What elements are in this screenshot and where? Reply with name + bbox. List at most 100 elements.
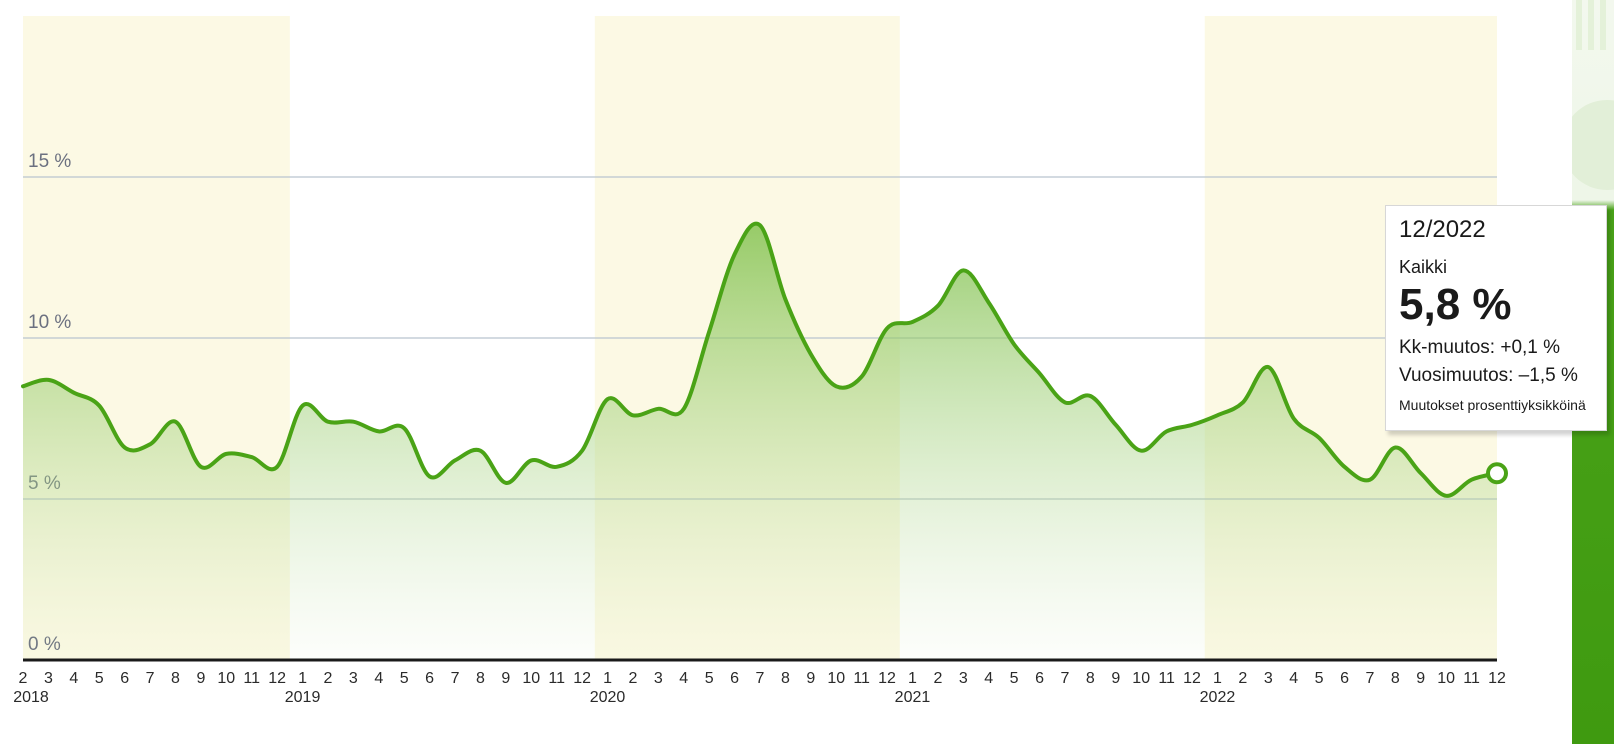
year-label: 2022: [1200, 689, 1236, 706]
data-point-2020-02[interactable]: [630, 412, 636, 418]
x-tick-label: 7: [451, 670, 460, 687]
data-point-2021-09[interactable]: [1113, 422, 1119, 428]
data-point-2020-01[interactable]: [605, 396, 611, 402]
x-tick-label: 8: [476, 670, 485, 687]
x-tick-label: 3: [44, 670, 53, 687]
x-tick-label: 8: [781, 670, 790, 687]
chart-tooltip: 12/2022 Kaikki 5,8 % Kk-muutos: +0,1 % V…: [1385, 205, 1607, 431]
data-point-2021-11[interactable]: [1164, 428, 1170, 434]
data-point-2019-06[interactable]: [427, 473, 433, 479]
data-point-2019-02[interactable]: [325, 419, 331, 425]
x-tick-label: 6: [1340, 670, 1349, 687]
data-point-2022-10[interactable]: [1443, 493, 1449, 499]
x-tick-label: 5: [705, 670, 714, 687]
data-point-2018-12[interactable]: [274, 464, 280, 470]
data-point-2019-11[interactable]: [554, 464, 560, 470]
x-tick-label: 2: [628, 670, 637, 687]
data-point-2020-06[interactable]: [732, 251, 738, 257]
tooltip-series-name: Kaikki: [1399, 257, 1448, 277]
inflation-chart: 0 %5 %10 %15 % 2345678910111212345678910…: [13, 16, 1508, 706]
data-point-2022-05[interactable]: [1316, 435, 1322, 441]
data-point-2019-12[interactable]: [579, 448, 585, 454]
data-point-2018-04[interactable]: [71, 390, 77, 396]
x-tick-label: 2: [1238, 670, 1247, 687]
data-point-2020-12[interactable]: [884, 325, 890, 331]
data-point-2020-03[interactable]: [655, 406, 661, 412]
panel-decoration: [1576, 0, 1582, 50]
data-point-2019-07[interactable]: [452, 457, 458, 463]
data-point-2022-07[interactable]: [1367, 477, 1373, 483]
x-tick-label: 9: [806, 670, 815, 687]
data-point-2019-04[interactable]: [376, 428, 382, 434]
data-point-2021-03[interactable]: [960, 267, 966, 273]
data-point-2019-03[interactable]: [350, 419, 356, 425]
data-point-2021-08[interactable]: [1087, 393, 1093, 399]
x-tick-label: 11: [1463, 670, 1480, 687]
data-point-2019-08[interactable]: [477, 448, 483, 454]
x-tick-label: 1: [298, 670, 307, 687]
data-point-2018-02[interactable]: [20, 383, 26, 389]
data-point-2021-04[interactable]: [986, 300, 992, 306]
data-point-2022-02[interactable]: [1240, 399, 1246, 405]
x-axis-year-labels: 2018 2019 2020 2021 2022: [13, 689, 1235, 706]
data-point-2021-07[interactable]: [1062, 399, 1068, 405]
x-tick-label: 12: [1183, 670, 1201, 687]
data-point-2020-08[interactable]: [782, 296, 788, 302]
data-point-2021-01[interactable]: [909, 319, 915, 325]
x-tick-label: 2: [933, 670, 942, 687]
data-point-2022-01[interactable]: [1214, 412, 1220, 418]
x-tick-label: 6: [425, 670, 434, 687]
data-point-2019-05[interactable]: [401, 425, 407, 431]
x-tick-label: 6: [730, 670, 739, 687]
data-point-2021-06[interactable]: [1037, 370, 1043, 376]
data-point-2018-09[interactable]: [198, 464, 204, 470]
data-point-2019-09[interactable]: [503, 480, 509, 486]
data-point-2022-03[interactable]: [1265, 364, 1271, 370]
data-point-2020-10[interactable]: [833, 383, 839, 389]
x-tick-label: 4: [984, 670, 993, 687]
data-point-2018-03[interactable]: [45, 377, 51, 383]
data-point-2020-04[interactable]: [681, 406, 687, 412]
x-tick-label: 2: [19, 670, 28, 687]
tooltip-note: Muutokset prosenttiyksikköinä: [1399, 397, 1586, 413]
data-point-2022-11[interactable]: [1469, 477, 1475, 483]
data-point-2018-05[interactable]: [96, 403, 102, 409]
data-point-2018-11[interactable]: [249, 454, 255, 460]
year-label: 2018: [13, 689, 49, 706]
data-point-2019-01[interactable]: [300, 403, 306, 409]
tooltip-monthly-change: Kk-muutos: +0,1 %: [1399, 337, 1561, 358]
x-tick-label: 11: [548, 670, 565, 687]
year-label: 2020: [590, 689, 626, 706]
data-point-2020-07[interactable]: [757, 222, 763, 228]
data-point-2021-02[interactable]: [935, 303, 941, 309]
hover-marker[interactable]: [1486, 462, 1508, 485]
data-point-2021-12[interactable]: [1189, 422, 1195, 428]
x-tick-label: 3: [654, 670, 663, 687]
data-point-2021-10[interactable]: [1138, 448, 1144, 454]
data-point-2020-05[interactable]: [706, 329, 712, 335]
x-tick-label: 1: [908, 670, 917, 687]
area-fill: [23, 223, 1497, 660]
data-point-2022-06[interactable]: [1342, 464, 1348, 470]
x-tick-label: 5: [95, 670, 104, 687]
x-tick-label: 10: [1437, 670, 1455, 687]
data-point-2018-06[interactable]: [122, 444, 128, 450]
data-point-2022-09[interactable]: [1418, 470, 1424, 476]
x-tick-label: 12: [573, 670, 591, 687]
x-tick-label: 8: [1086, 670, 1095, 687]
data-point-2022-08[interactable]: [1392, 444, 1398, 450]
x-tick-label: 6: [120, 670, 129, 687]
x-tick-label: 7: [1365, 670, 1374, 687]
data-point-2021-05[interactable]: [1011, 341, 1017, 347]
data-point-2020-09[interactable]: [808, 351, 814, 357]
data-point-2020-11[interactable]: [859, 374, 865, 380]
data-point-2019-10[interactable]: [528, 457, 534, 463]
data-point-2018-08[interactable]: [172, 419, 178, 425]
tooltip-date: 12/2022: [1399, 216, 1486, 243]
data-point-2022-04[interactable]: [1291, 416, 1297, 422]
year-label: 2021: [895, 689, 931, 706]
data-point-2018-10[interactable]: [223, 451, 229, 457]
x-tick-label: 3: [349, 670, 358, 687]
data-point-2018-07[interactable]: [147, 441, 153, 447]
x-tick-label: 10: [522, 670, 540, 687]
